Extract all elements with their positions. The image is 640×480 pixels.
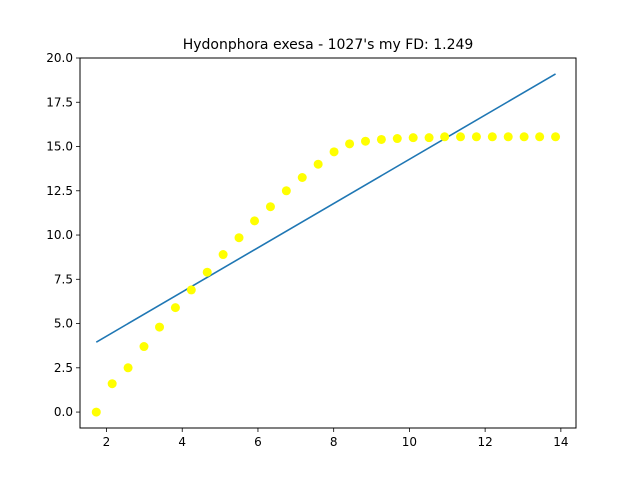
data-point [487,132,497,142]
x-tick-label: 8 [330,435,338,449]
y-tick-label: 5.0 [54,317,73,331]
data-point [186,285,196,295]
data-point [107,379,117,389]
x-tick-label: 10 [402,435,417,449]
y-tick-label: 20.0 [46,51,73,65]
data-point [155,322,165,332]
data-point [551,132,561,142]
data-point [250,216,260,226]
x-tick-label: 4 [178,435,186,449]
data-point [503,132,513,142]
data-point [408,133,418,143]
data-point [202,267,212,277]
data-point [234,233,244,243]
x-tick-label: 12 [477,435,492,449]
data-point [345,139,355,149]
data-point [424,133,434,143]
plot-area [91,73,561,417]
y-tick-label: 15.0 [46,140,73,154]
y-tick-label: 17.5 [46,95,73,109]
y-tick-label: 12.5 [46,184,73,198]
data-point [360,136,370,146]
y-axis: 0.0 2.5 5.0 7.5 10.0 12.5 15.0 17.5 20.0 [46,51,80,419]
data-point [440,132,450,142]
fit-line [95,73,556,343]
x-axis: 2 4 6 8 10 12 14 [103,428,568,449]
x-tick-label: 2 [103,435,111,449]
y-tick-label: 2.5 [54,361,73,375]
data-point [376,134,386,144]
data-point [329,147,339,157]
data-point [139,342,149,352]
y-tick-label: 10.0 [46,228,73,242]
data-point [471,132,481,142]
data-point [265,202,275,212]
x-tick-label: 14 [553,435,568,449]
data-point [519,132,529,142]
data-point [456,132,466,142]
data-point [170,303,180,313]
y-tick-label: 7.5 [54,272,73,286]
y-tick-label: 0.0 [54,405,73,419]
data-point [535,132,545,142]
axes-frame [79,57,577,429]
data-point [281,186,291,196]
data-point [313,159,323,169]
x-tick-label: 6 [254,435,262,449]
data-point [123,363,133,373]
data-point [392,134,402,144]
data-point [91,407,101,417]
chart-title: Hydonphora exesa - 1027's my FD: 1.249 [183,37,474,53]
data-point [218,250,228,260]
data-point [297,173,307,182]
